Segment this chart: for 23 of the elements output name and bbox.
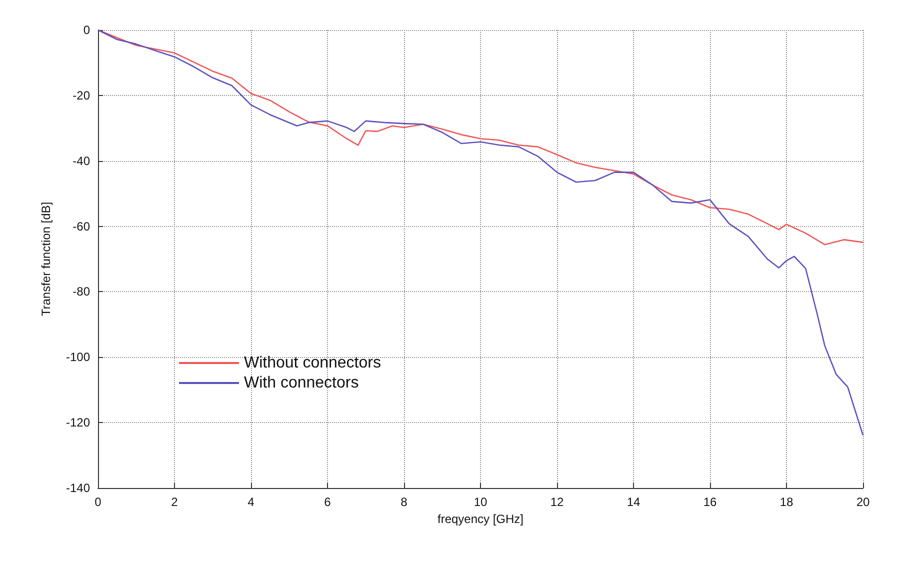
y-tick-label: -120 [66, 416, 90, 430]
x-tick-label: 18 [780, 495, 794, 509]
x-tick-label: 4 [248, 495, 255, 509]
x-tick-label: 0 [94, 495, 102, 509]
x-tick-label: 12 [550, 495, 564, 509]
x-tick-label: 14 [626, 495, 640, 509]
y-tick-label: -100 [66, 350, 90, 364]
x-tick-label: 6 [324, 495, 332, 509]
x-tick-label: 2 [171, 495, 178, 509]
y-tick-label: -140 [66, 481, 90, 495]
y-tick-label: -20 [72, 88, 90, 102]
y-axis-title: Transfer function [dB] [39, 202, 53, 316]
x-axis-title: freqyency [GHz] [437, 512, 524, 526]
legend-label: Without connectors [244, 354, 381, 372]
x-tick-label: 8 [400, 495, 408, 509]
x-tick-label: 20 [856, 495, 870, 509]
legend-label: With connectors [244, 374, 359, 392]
y-tick-label: 0 [83, 23, 90, 37]
x-tick-label: 16 [703, 495, 717, 509]
y-tick-label: -80 [72, 284, 90, 299]
y-tick-label: -60 [72, 219, 90, 234]
x-tick-label: 10 [474, 495, 488, 509]
y-tick-label: -40 [72, 154, 90, 168]
